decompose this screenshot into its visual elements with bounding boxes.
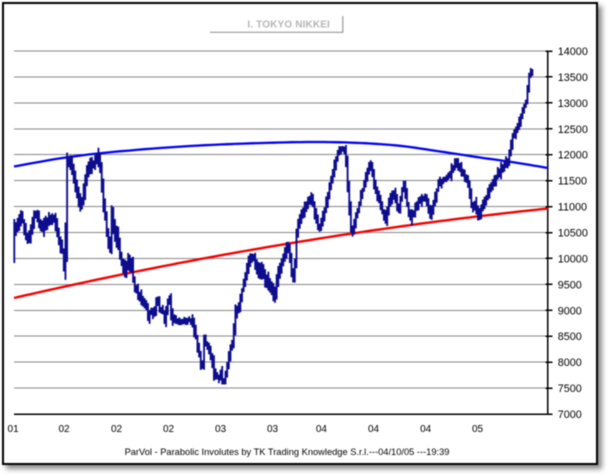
svg-text:10500: 10500 <box>558 228 588 240</box>
svg-text:04: 04 <box>420 424 432 435</box>
svg-text:14000: 14000 <box>558 46 588 58</box>
svg-text:12000: 12000 <box>558 150 588 162</box>
svg-text:7500: 7500 <box>558 383 582 395</box>
svg-text:12500: 12500 <box>558 124 588 136</box>
svg-text:ParVol - Parabolic Involutes b: ParVol - Parabolic Involutes by TK Tradi… <box>125 447 450 457</box>
svg-text:8000: 8000 <box>558 357 582 369</box>
svg-text:13000: 13000 <box>558 98 588 110</box>
svg-text:02: 02 <box>58 424 70 435</box>
svg-text:01: 01 <box>8 424 20 435</box>
svg-text:9500: 9500 <box>558 279 582 291</box>
svg-text:04: 04 <box>316 424 328 435</box>
svg-text:10000: 10000 <box>558 253 588 265</box>
svg-text:13500: 13500 <box>558 72 588 84</box>
svg-text:02: 02 <box>111 424 123 435</box>
svg-text:8500: 8500 <box>558 331 582 343</box>
svg-text:02: 02 <box>163 424 175 435</box>
svg-text:7000: 7000 <box>558 409 582 421</box>
svg-text:11000: 11000 <box>558 202 587 214</box>
svg-text:11500: 11500 <box>558 176 587 188</box>
svg-text:04: 04 <box>368 424 380 435</box>
svg-text:03: 03 <box>267 424 279 435</box>
svg-text:05: 05 <box>472 424 484 435</box>
svg-text:I. TOKYO NIKKEI: I. TOKYO NIKKEI <box>247 20 330 31</box>
svg-text:03: 03 <box>215 424 227 435</box>
svg-text:9000: 9000 <box>558 305 582 317</box>
